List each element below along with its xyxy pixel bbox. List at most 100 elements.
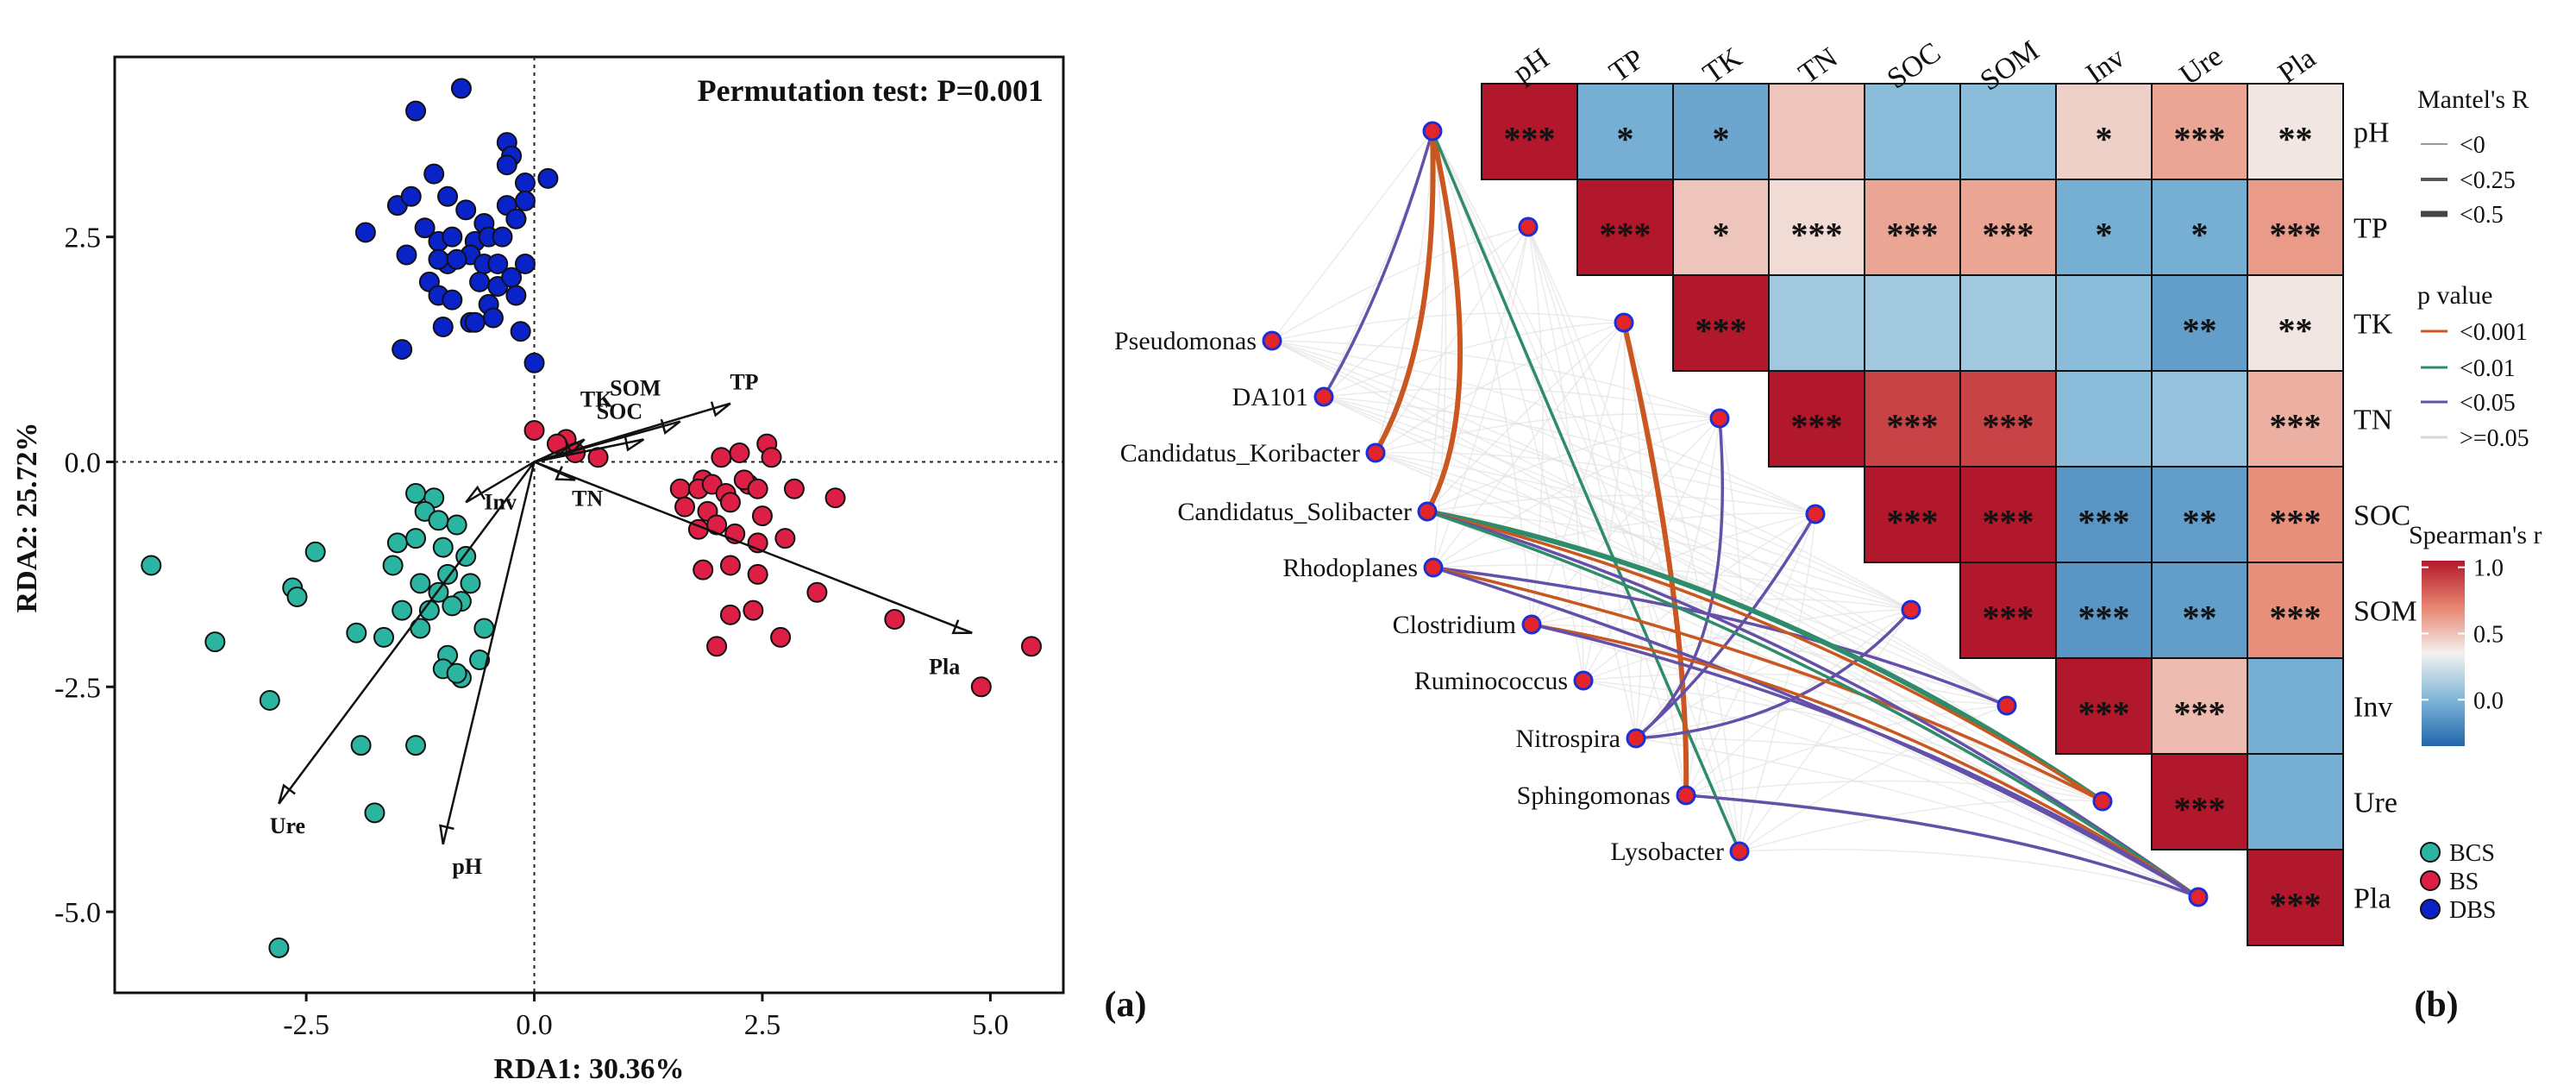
vector-label-tk: TK — [580, 386, 613, 411]
significance-stars: *** — [1983, 216, 2034, 254]
link-ns — [1323, 322, 1625, 398]
p-label-005: <0.05 — [2460, 390, 2516, 417]
point-bs — [1020, 636, 1042, 657]
link-ns — [1685, 705, 2008, 796]
point-bs — [523, 419, 545, 441]
point-dbs — [405, 100, 427, 122]
variable-node-ure — [2092, 791, 2113, 812]
link-ns — [1432, 130, 1637, 739]
variable-node-tk — [1614, 312, 1634, 333]
group-key-bcs — [2420, 842, 2441, 863]
link-ns — [1375, 322, 1625, 454]
heatmap-cell — [2247, 562, 2344, 659]
point-bs — [747, 478, 768, 499]
heatmap-row-label-soc: SOC — [2353, 500, 2410, 532]
mantel-link-lysobacter-ph — [1431, 129, 1741, 853]
significance-stars: *** — [2174, 120, 2226, 159]
heatmap-cell — [1959, 466, 2057, 563]
heatmap-cell — [1959, 179, 2057, 276]
significance-stars: *** — [2174, 694, 2226, 733]
point-dbs — [414, 217, 436, 239]
significance-stars: *** — [2078, 694, 2130, 733]
p-label-001: <0.01 — [2460, 355, 2516, 382]
heatmap-cell — [2247, 274, 2344, 372]
taxon-node — [1365, 442, 1386, 463]
significance-stars: *** — [1983, 503, 2034, 542]
point-bcs — [364, 802, 385, 824]
vector-pla — [534, 461, 973, 634]
significance-stars: *** — [1983, 599, 2034, 637]
vector-arrowhead-pla — [951, 619, 973, 635]
heatmap-row-label-tn: TN — [2353, 405, 2392, 436]
heatmap-cell — [1864, 370, 1961, 468]
heatmap-cell — [2247, 179, 2344, 276]
vector-arrowhead-tn — [555, 466, 576, 481]
mantel-link-da101-ph — [1322, 129, 1434, 399]
heatmap-cell — [2151, 657, 2248, 755]
heatmap-cell — [1864, 466, 1961, 563]
significance-stars: * — [1713, 216, 1730, 254]
mantel-r-label-2: <0.25 — [2460, 167, 2516, 194]
vector-label-pla: Pla — [929, 655, 960, 680]
y-tick-label: -5.0 — [54, 897, 101, 929]
point-dbs — [396, 244, 417, 266]
link-ns — [1623, 322, 1645, 739]
link-ns — [1635, 417, 1720, 739]
significance-stars: * — [1713, 120, 1730, 159]
vector-label-ph: pH — [452, 854, 482, 879]
panel-a-label: (a) — [1105, 985, 1147, 1025]
significance-stars: ** — [2278, 311, 2313, 350]
point-bcs — [304, 541, 326, 562]
y-tick-label: -2.5 — [54, 672, 101, 704]
point-dbs — [437, 185, 459, 207]
group-label-bcs: BCS — [2449, 840, 2495, 867]
heatmap-row-label-tp: TP — [2353, 213, 2388, 245]
spearman-legend-title: Spearman's r — [2409, 521, 2542, 549]
point-dbs — [537, 167, 559, 189]
link-ns — [1323, 396, 2008, 706]
variable-node-inv — [1996, 695, 2017, 716]
taxon-node — [1262, 330, 1282, 351]
point-dbs — [464, 311, 486, 333]
group-key-dbs — [2420, 899, 2441, 919]
significance-stars: *** — [2078, 503, 2130, 542]
variable-node-soc — [1805, 504, 1826, 524]
link-ns — [1583, 322, 1626, 681]
significance-stars: * — [2096, 120, 2113, 159]
point-dbs — [442, 289, 463, 311]
link-ns — [1323, 396, 1912, 611]
vector-ure — [278, 461, 536, 805]
mantel-link-candidatus_solibacter-ph — [1425, 129, 1463, 514]
point-bs — [743, 599, 764, 621]
point-bcs — [446, 514, 467, 536]
link-ns — [1719, 417, 1746, 852]
mantel-link-sphingomonas-pla — [1684, 794, 2200, 899]
taxon-label-rhodoplanes: Rhodoplanes — [1282, 554, 1418, 582]
vector-label-som: SOM — [610, 376, 661, 401]
link-ns — [1635, 737, 2199, 898]
spearman-tick-label: 0.5 — [2473, 621, 2504, 648]
vector-label-tp: TP — [730, 370, 758, 395]
taxon-label-sphingomonas: Sphingomonas — [1517, 781, 1670, 810]
spearman-legend: Spearman's r 1.0 0.5 0.0 — [2409, 521, 2542, 746]
significance-stars: *** — [1695, 311, 1747, 350]
link-ns — [1426, 494, 1816, 515]
link-ns — [1432, 130, 1447, 568]
link-nodes — [1262, 121, 2209, 907]
taxon-node — [1521, 614, 1542, 635]
heatmap-cell — [1576, 83, 1674, 180]
point-bs — [783, 478, 805, 499]
point-bcs — [405, 735, 427, 756]
point-bcs — [432, 537, 454, 558]
significance-stars: *** — [1887, 503, 1939, 542]
heatmap-row-label-som: SOM — [2353, 596, 2417, 628]
significance-stars: ** — [2183, 311, 2217, 350]
point-dbs — [523, 352, 545, 373]
link-ns — [1323, 130, 1433, 398]
heatmap-cell — [1959, 370, 2057, 468]
mantel-link-nitrospira-soc — [1634, 512, 1817, 740]
x-tick-label: -2.5 — [283, 1009, 329, 1041]
heatmap-col-label-pla: Pla — [2272, 42, 2322, 90]
